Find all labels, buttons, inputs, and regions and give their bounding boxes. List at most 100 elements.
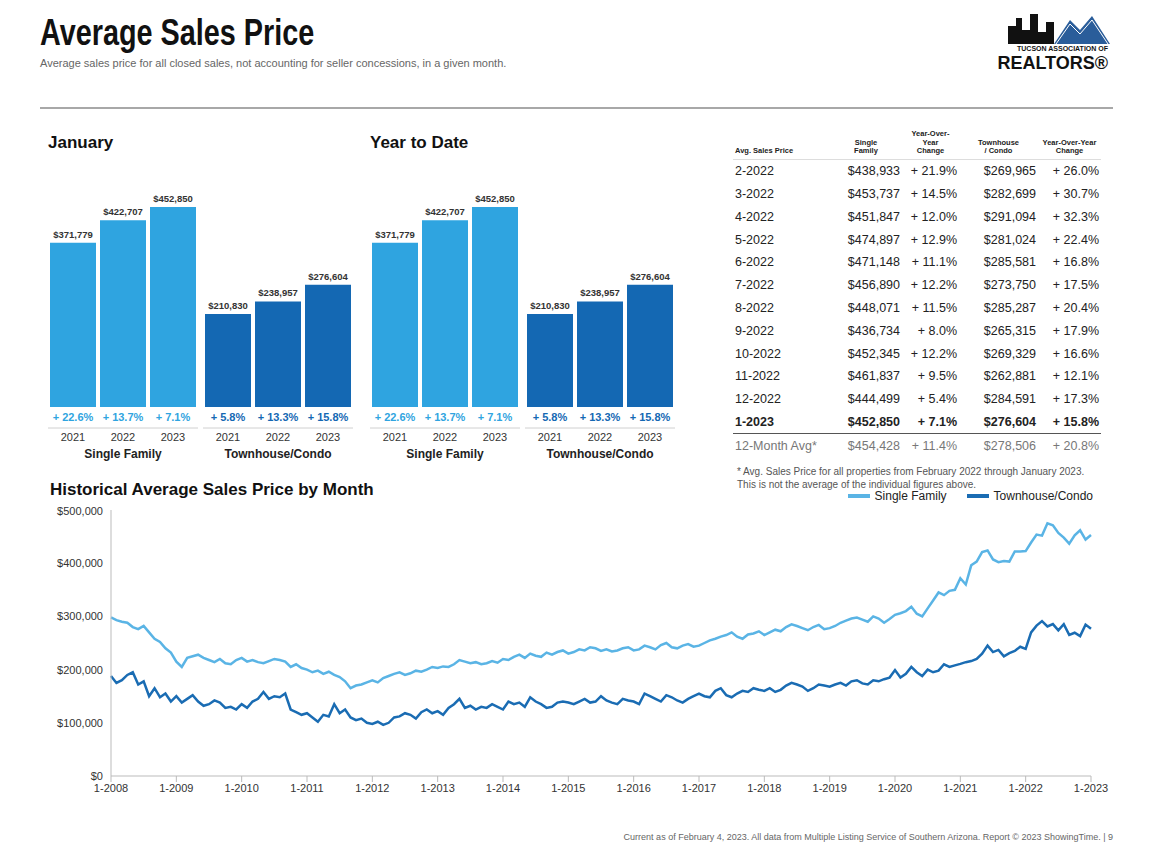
html-text:+ 12.0%: + 12.0%	[910, 209, 957, 224]
html-text:REALTORS®: REALTORS®	[997, 53, 1108, 73]
html-text:$438,933: $438,933	[847, 164, 900, 179]
svg-text:$276,604: $276,604	[308, 271, 348, 282]
svg-text:2022: 2022	[588, 431, 612, 443]
svg-text:+ 13.3%: + 13.3%	[258, 411, 299, 423]
svg-text:1-2011: 1-2011	[290, 782, 323, 794]
svg-text:1-2009: 1-2009	[159, 782, 193, 794]
html-text:$291,094: $291,094	[983, 209, 1036, 224]
svg-text:+ 13.7%: + 13.7%	[103, 411, 144, 423]
svg-text:1-2008: 1-2008	[94, 782, 128, 794]
svg-text:$500,000: $500,000	[57, 505, 103, 517]
svg-text:$210,830: $210,830	[208, 300, 248, 311]
svg-text:1-2015: 1-2015	[551, 782, 585, 794]
svg-text:+ 7.1%: + 7.1%	[478, 411, 513, 423]
html-text:+ 30.7%: + 30.7%	[1052, 187, 1099, 202]
html-text:+ 8.0%: + 8.0%	[917, 323, 957, 338]
svg-text:$200,000: $200,000	[57, 664, 103, 676]
html-text:$269,965: $269,965	[983, 164, 1036, 179]
svg-text:$371,779: $371,779	[53, 229, 93, 240]
html-text:$436,734: $436,734	[847, 323, 900, 338]
html-text:+ 21.9%: + 21.9%	[910, 164, 957, 179]
html-text:9-2022: 9-2022	[735, 323, 774, 338]
svg-text:1-2010: 1-2010	[225, 782, 259, 794]
html-text:$285,581: $285,581	[983, 255, 1036, 270]
svg-text:+ 15.8%: + 15.8%	[308, 411, 349, 423]
svg-text:2023: 2023	[316, 431, 340, 443]
svg-text:1-2017: 1-2017	[682, 782, 716, 794]
svg-text:1-2018: 1-2018	[747, 782, 781, 794]
svg-text:+ 13.7%: + 13.7%	[425, 411, 466, 423]
html-text:5-2022: 5-2022	[735, 232, 774, 247]
svg-text:$452,850: $452,850	[153, 193, 193, 204]
html-text:+ 14.5%: + 14.5%	[910, 187, 957, 202]
svg-text:$452,850: $452,850	[475, 193, 515, 204]
html-text:$282,699: $282,699	[983, 187, 1036, 202]
html-text:+ 12.9%: + 12.9%	[910, 232, 957, 247]
svg-text:+ 22.6%: + 22.6%	[375, 411, 416, 423]
svg-text:1-2019: 1-2019	[813, 782, 847, 794]
html-text:Average Sales Price: Average Sales Price	[40, 12, 315, 53]
svg-text:2021: 2021	[216, 431, 240, 443]
svg-text:$276,604: $276,604	[630, 271, 670, 282]
html-text:+ 12.2%: + 12.2%	[910, 278, 957, 293]
svg-text:$210,830: $210,830	[530, 300, 570, 311]
svg-text:1-2020: 1-2020	[878, 782, 912, 794]
html-text:$456,890: $456,890	[847, 278, 900, 293]
svg-text:$400,000: $400,000	[57, 557, 103, 569]
svg-text:+ 22.6%: + 22.6%	[53, 411, 94, 423]
html-text:Year-Over-Year: Year-Over-Year	[911, 129, 950, 147]
svg-text:+ 7.1%: + 7.1%	[156, 411, 191, 423]
html-text:$471,148: $471,148	[847, 255, 900, 270]
svg-text:2022: 2022	[266, 431, 290, 443]
svg-text:+ 5.8%: + 5.8%	[211, 411, 246, 423]
svg-text:1-2014: 1-2014	[486, 782, 520, 794]
html-text:+ 11.1%: + 11.1%	[911, 255, 957, 270]
html-text:4-2022: 4-2022	[735, 209, 774, 224]
svg-text:$371,779: $371,779	[375, 229, 415, 240]
html-text:$453,737: $453,737	[847, 187, 900, 202]
html-text:January: January	[48, 133, 114, 152]
svg-text:$422,707: $422,707	[103, 206, 143, 217]
html-text:$451,847: $451,847	[847, 209, 900, 224]
html-text:6-2022: 6-2022	[735, 255, 774, 270]
svg-text:2021: 2021	[538, 431, 562, 443]
html-text:7-2022: 7-2022	[735, 278, 774, 293]
svg-text:2022: 2022	[111, 431, 135, 443]
html-text:+ 17.5%: + 17.5%	[1052, 278, 1099, 293]
svg-text:+ 13.3%: + 13.3%	[580, 411, 621, 423]
html-text:$273,750: $273,750	[983, 278, 1036, 293]
html-text:+ 26.0%: + 26.0%	[1052, 164, 1099, 179]
html-text:$265,315: $265,315	[983, 323, 1036, 338]
html-text:$474,897: $474,897	[847, 232, 900, 247]
svg-text:2022: 2022	[433, 431, 457, 443]
svg-text:+ 15.8%: + 15.8%	[630, 411, 671, 423]
svg-text:$238,957: $238,957	[258, 287, 298, 298]
html-text:10-2022: 10-2022	[735, 346, 781, 361]
html-text:+ 32.3%: + 32.3%	[1052, 209, 1099, 224]
svg-text:$238,957: $238,957	[580, 287, 620, 298]
svg-text:1-2023: 1-2023	[1074, 782, 1108, 794]
html-text:2-2022: 2-2022	[735, 164, 774, 179]
svg-text:+ 5.8%: + 5.8%	[533, 411, 568, 423]
svg-text:$0: $0	[91, 770, 103, 782]
svg-text:2021: 2021	[383, 431, 407, 443]
html-text:$281,024: $281,024	[983, 232, 1036, 247]
html-text:Historical Average Sales Price: Historical Average Sales Price by Month	[50, 480, 374, 499]
svg-text:2023: 2023	[483, 431, 507, 443]
svg-text:$422,707: $422,707	[425, 206, 465, 217]
svg-text:$300,000: $300,000	[57, 610, 103, 622]
svg-text:2023: 2023	[161, 431, 185, 443]
html-text:+ 17.9%: + 17.9%	[1052, 323, 1099, 338]
svg-text:1-2013: 1-2013	[421, 782, 455, 794]
svg-text:1-2012: 1-2012	[355, 782, 389, 794]
svg-text:2021: 2021	[61, 431, 85, 443]
svg-text:1-2016: 1-2016	[617, 782, 651, 794]
svg-text:2023: 2023	[638, 431, 662, 443]
html-text:+ 22.4%: + 22.4%	[1052, 232, 1099, 247]
svg-text:1-2021: 1-2021	[943, 782, 977, 794]
html-text:3-2022: 3-2022	[735, 187, 774, 202]
html-text:+ 16.8%: + 16.8%	[1052, 255, 1099, 270]
html-text:Year to Date: Year to Date	[370, 133, 469, 152]
svg-text:$100,000: $100,000	[57, 717, 103, 729]
svg-text:1-2022: 1-2022	[1009, 782, 1043, 794]
